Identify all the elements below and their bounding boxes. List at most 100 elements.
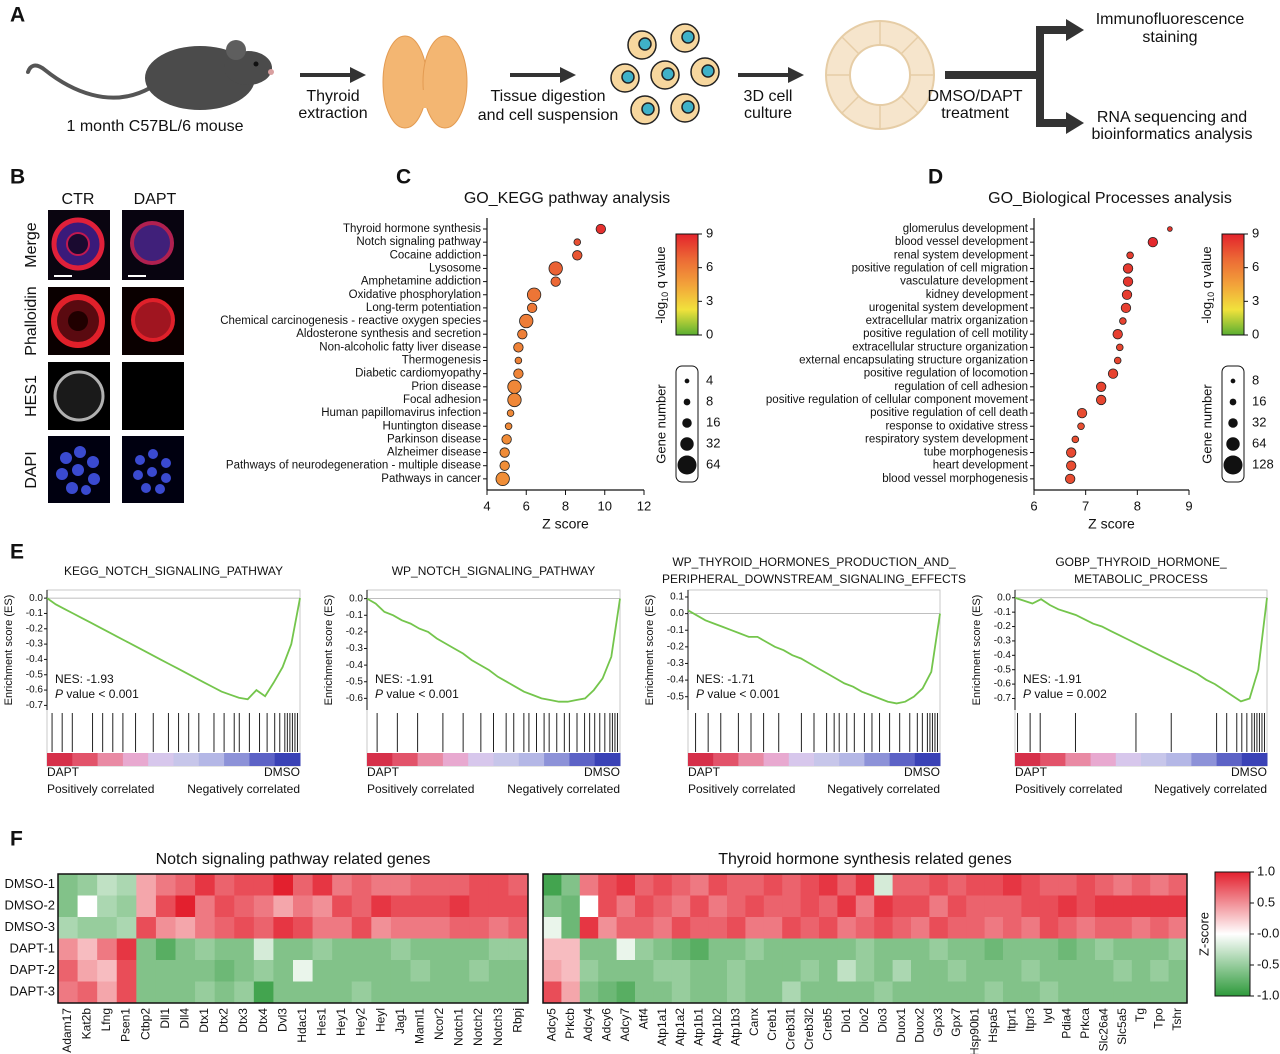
panel-label: B <box>10 166 25 189</box>
heatmap-cell <box>984 981 1004 1004</box>
heatmap-cell <box>1113 981 1133 1004</box>
y-tick-label: Thermogenesis <box>402 355 482 367</box>
heatmap-cell <box>116 981 137 1004</box>
heatmap-cell <box>947 917 967 939</box>
dot <box>1077 422 1085 431</box>
heatmap-cell <box>253 981 274 1004</box>
heatmap-cell <box>874 981 893 1004</box>
heatmap-cell <box>745 874 765 896</box>
column-label: Atp1b3 <box>728 1008 742 1046</box>
y-tick-label: -0.4 <box>994 650 1012 661</box>
column-label: Canx <box>747 1008 761 1036</box>
column-label: Itpr1 <box>1004 1008 1018 1032</box>
heatmap-cell <box>947 960 967 982</box>
heatmap-cell <box>1113 917 1133 939</box>
heatmap-cell <box>1150 917 1169 939</box>
row-label: DAPT-2 <box>9 962 55 977</box>
heatmap-cell <box>351 938 372 961</box>
heatmap-cell <box>293 874 313 896</box>
heatmap-cell <box>690 895 709 918</box>
heatmap-cell <box>488 960 509 982</box>
rank-strip <box>1191 753 1218 766</box>
rank-strip <box>1065 753 1092 766</box>
heatmap-cell <box>1095 874 1114 896</box>
heatmap-cell <box>371 981 392 1004</box>
rank-strip <box>544 753 570 766</box>
heatmap-cell <box>234 960 255 982</box>
label-part: -log <box>653 302 668 324</box>
end-label: DMSO <box>1231 765 1267 779</box>
column-label: Prkca <box>1078 1008 1092 1039</box>
heatmap-cell <box>97 960 118 982</box>
colorbar-tick-label: 0 <box>1252 326 1259 341</box>
heatmap-cell <box>819 981 838 1004</box>
label-part: P <box>55 687 63 701</box>
label-part: P <box>1023 687 1031 701</box>
size-legend-label: 64 <box>706 456 720 471</box>
panel-label: F <box>10 828 23 851</box>
heatmap-cell <box>371 917 392 939</box>
end-label: DMSO <box>584 765 620 779</box>
heatmap-cell <box>1095 917 1114 939</box>
y-tick-label: -0.2 <box>26 623 44 634</box>
panel-label: C <box>396 166 411 189</box>
cells-icon <box>610 23 720 125</box>
heatmap-cell <box>855 917 875 939</box>
colorbar-tick-label: 3 <box>1252 293 1259 308</box>
rank-strip <box>97 753 124 766</box>
y-tick-label: Human papillomavirus infection <box>321 407 481 419</box>
heatmap-cell <box>874 938 893 961</box>
nes-label: NES: -1.71 <box>696 672 755 686</box>
y-tick-label: response to oxidative stress <box>885 420 1028 432</box>
heatmap-cell <box>911 917 930 939</box>
dot <box>1119 317 1127 325</box>
column-label: Itpr3 <box>1023 1008 1037 1032</box>
rank-strip <box>72 753 99 766</box>
column-label: Adam17 <box>60 1008 74 1053</box>
column-label: Gpx7 <box>949 1008 963 1037</box>
heatmap-cell <box>332 917 353 939</box>
step-label: Thyroid <box>306 88 359 105</box>
heatmap-cell <box>97 938 118 961</box>
heatmap-cell <box>966 960 985 982</box>
heatmap-cell <box>58 917 78 939</box>
column-label: Dtx2 <box>217 1008 231 1033</box>
step-label: DMSO/DAPT <box>927 88 1022 105</box>
heatmap-cell <box>708 960 728 982</box>
dot <box>1147 236 1158 248</box>
dot <box>1121 289 1133 300</box>
x-tick-label: 6 <box>1030 498 1037 513</box>
y-tick-label: renal system development <box>894 249 1029 261</box>
heatmap-cell <box>332 895 353 918</box>
heatmap-cell <box>273 874 294 896</box>
heatmap-cell <box>332 981 353 1004</box>
size-legend-label: 64 <box>1252 435 1266 450</box>
heatmap-cell <box>312 960 333 982</box>
column-label: Adcy6 <box>600 1008 614 1042</box>
rank-strip <box>1241 753 1268 766</box>
end-label: DMSO <box>904 765 940 779</box>
rank-strip <box>442 753 469 766</box>
rank-strip <box>864 753 891 766</box>
heatmap-cell <box>293 960 313 982</box>
row-label: Phalloidin <box>23 286 40 355</box>
colorbar-tick-label: 3 <box>706 293 713 308</box>
heatmap-cell <box>635 917 654 939</box>
y-tick-label: -0.2 <box>346 627 364 638</box>
heatmap-cell <box>77 960 98 982</box>
label-part: -log <box>1199 302 1214 324</box>
heatmap-cell <box>543 917 562 939</box>
heatmap-cell <box>332 938 353 961</box>
column-label: Dtx3 <box>236 1008 250 1033</box>
heatmap-cell <box>1021 960 1041 982</box>
heatmap-cell <box>508 874 529 896</box>
heatmap-cell <box>1076 981 1096 1004</box>
column-label: DAPT <box>134 191 177 208</box>
heatmap-cell <box>390 895 411 918</box>
column-label: Hes1 <box>315 1008 329 1036</box>
heatmap-cell <box>371 960 392 982</box>
heatmap-cell <box>214 938 235 961</box>
heatmap-cell <box>430 917 451 939</box>
heatmap-cell <box>671 960 691 982</box>
colorbar-tick-label: 6 <box>706 259 713 274</box>
